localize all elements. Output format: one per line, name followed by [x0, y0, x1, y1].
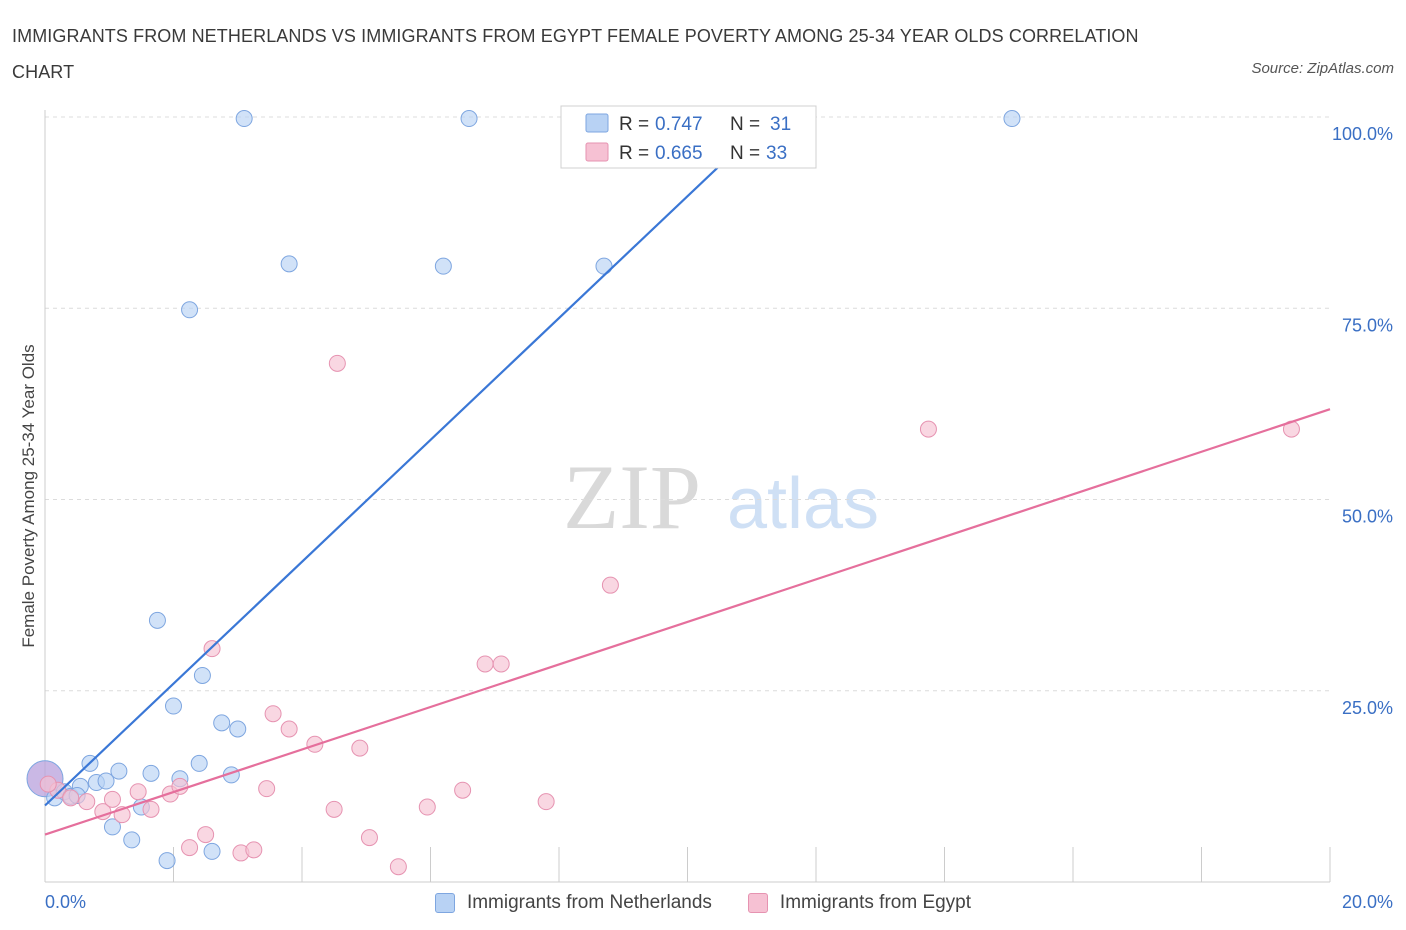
point-egypt: [129, 783, 147, 801]
y-tick-label: 25.0%: [1342, 698, 1393, 718]
point-netherlands: [110, 762, 128, 780]
point-egypt: [78, 793, 96, 811]
point-netherlands: [213, 714, 231, 732]
point-egypt: [389, 858, 407, 876]
trend-lines: [44, 116, 1331, 836]
stats-r-value-egypt: 0.665: [655, 143, 703, 164]
point-egypt: [62, 789, 80, 807]
trend-line-netherlands: [44, 116, 772, 807]
point-netherlands: [595, 257, 613, 275]
point-egypt: [601, 576, 619, 594]
gridlines: [45, 116, 1330, 692]
point-netherlands: [193, 666, 211, 684]
legend-label-netherlands: Immigrants from Netherlands: [466, 892, 712, 913]
point-egypt: [360, 829, 378, 847]
point-egypt: [537, 793, 555, 811]
point-netherlands: [460, 110, 478, 128]
point-netherlands: [229, 720, 247, 738]
legend-label-egypt: Immigrants from Egypt: [779, 892, 972, 913]
chart-title: IMMIGRANTS FROM NETHERLANDS VS IMMIGRANT…: [12, 26, 1139, 82]
y-ticks: 25.0% 50.0% 75.0% 100.0%: [1332, 124, 1393, 718]
legend: Immigrants from Netherlands Immigrants f…: [0, 888, 1406, 918]
point-egypt: [492, 655, 510, 673]
point-egypt: [245, 841, 263, 859]
stats-box: R = 0.747 N = 31 R = 0.665 N = 33: [560, 105, 817, 169]
y-tick-label: 100.0%: [1332, 124, 1393, 144]
point-netherlands: [203, 842, 221, 860]
point-egypt: [280, 720, 298, 738]
point-egypt: [325, 800, 343, 818]
watermark-zip: ZIP: [563, 446, 701, 548]
point-egypt: [181, 839, 199, 857]
point-netherlands: [103, 818, 121, 836]
point-egypt: [351, 739, 369, 757]
point-netherlands: [142, 764, 160, 782]
stats-n-label-egypt: N =: [730, 143, 760, 164]
point-netherlands: [123, 831, 141, 849]
source-credit: Source: ZipAtlas.com: [1251, 60, 1394, 77]
point-egypt: [197, 826, 215, 844]
point-egypt: [418, 798, 436, 816]
y-tick-label: 75.0%: [1342, 315, 1393, 335]
point-egypt: [264, 705, 282, 723]
point-netherlands: [165, 697, 182, 715]
stats-swatch-netherlands: [585, 113, 609, 133]
point-egypt: [454, 781, 472, 799]
x-ticks: 0.0% 20.0%: [44, 847, 1393, 912]
stats-r-label-netherlands: R =: [619, 114, 649, 135]
legend-item-netherlands[interactable]: Immigrants from Netherlands: [434, 892, 712, 914]
point-netherlands: [148, 611, 166, 629]
stats-n-value-netherlands: 31: [770, 114, 791, 135]
point-netherlands: [235, 110, 253, 128]
point-egypt: [328, 354, 346, 372]
point-egypt: [919, 420, 937, 438]
y-axis-label: Female Poverty Among 25-34 Year Olds: [19, 344, 38, 647]
stats-n-label-netherlands: N =: [730, 114, 760, 135]
legend-item-egypt[interactable]: Immigrants from Egypt: [747, 892, 972, 914]
stats-n-value-egypt: 33: [766, 143, 787, 164]
point-netherlands: [190, 754, 208, 772]
point-netherlands: [158, 852, 176, 870]
point-netherlands: [280, 255, 298, 273]
watermark-atlas: atlas: [727, 464, 879, 544]
point-egypt: [258, 780, 276, 798]
x-tick-label: 0.0%: [45, 892, 86, 912]
stats-r-value-netherlands: 0.747: [655, 114, 703, 135]
point-netherlands: [97, 772, 115, 790]
point-netherlands: [181, 301, 199, 319]
y-tick-label: 50.0%: [1342, 507, 1393, 527]
stats-r-label-egypt: R =: [619, 143, 649, 164]
series-egypt-points: [39, 354, 1300, 876]
point-egypt: [39, 775, 57, 793]
point-egypt: [476, 655, 494, 673]
legend-swatch-egypt: [747, 893, 768, 913]
legend-swatch-netherlands: [434, 893, 455, 913]
point-netherlands: [434, 257, 452, 275]
x-tick-label: 20.0%: [1342, 892, 1393, 912]
trend-line-egypt: [44, 408, 1331, 836]
point-egypt: [103, 790, 121, 808]
watermark: ZIP atlas: [563, 446, 879, 548]
stats-swatch-egypt: [585, 142, 609, 162]
point-egypt: [142, 800, 160, 818]
point-netherlands: [1003, 110, 1021, 128]
